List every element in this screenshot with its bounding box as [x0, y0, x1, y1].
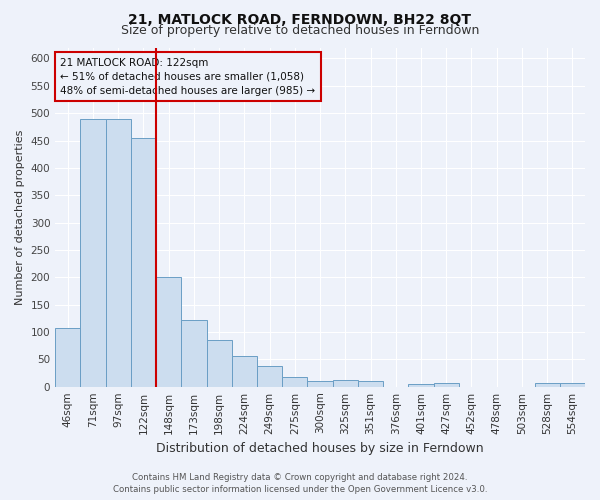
Bar — [106, 118, 131, 386]
Bar — [131, 138, 156, 386]
Y-axis label: Number of detached properties: Number of detached properties — [15, 130, 25, 305]
Text: Size of property relative to detached houses in Ferndown: Size of property relative to detached ho… — [121, 24, 479, 37]
Bar — [181, 320, 206, 386]
Bar — [409, 384, 434, 386]
Bar — [434, 384, 459, 386]
Bar — [307, 381, 332, 386]
Bar — [232, 356, 257, 386]
Bar — [55, 328, 80, 386]
Text: Contains HM Land Registry data © Crown copyright and database right 2024.
Contai: Contains HM Land Registry data © Crown c… — [113, 472, 487, 494]
Bar — [156, 278, 181, 386]
Text: 21, MATLOCK ROAD, FERNDOWN, BH22 8QT: 21, MATLOCK ROAD, FERNDOWN, BH22 8QT — [128, 12, 472, 26]
Bar — [282, 378, 307, 386]
Bar — [535, 383, 560, 386]
Bar — [206, 340, 232, 386]
Bar — [257, 366, 282, 386]
Bar — [332, 380, 358, 386]
Bar — [80, 118, 106, 386]
Text: 21 MATLOCK ROAD: 122sqm
← 51% of detached houses are smaller (1,058)
48% of semi: 21 MATLOCK ROAD: 122sqm ← 51% of detache… — [61, 58, 316, 96]
Bar — [560, 384, 585, 386]
Bar — [358, 381, 383, 386]
X-axis label: Distribution of detached houses by size in Ferndown: Distribution of detached houses by size … — [156, 442, 484, 455]
